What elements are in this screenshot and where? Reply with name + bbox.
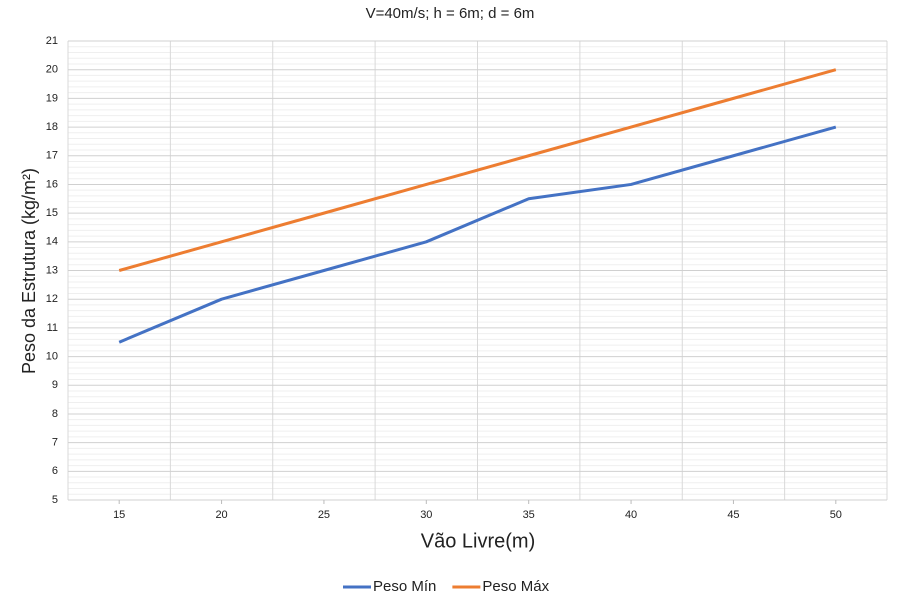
x-tick-label: 30 xyxy=(420,509,432,521)
x-tick-label: 20 xyxy=(215,509,227,521)
legend-label: Peso Máx xyxy=(482,578,549,595)
legend-label: Peso Mín xyxy=(373,578,436,595)
y-tick-label: 5 xyxy=(52,494,58,506)
y-tick-label: 9 xyxy=(52,379,58,391)
y-tick-label: 13 xyxy=(46,264,58,276)
y-axis-label: Peso da Estrutura (kg/m²) xyxy=(19,168,39,374)
y-tick-label: 10 xyxy=(46,350,58,362)
y-tick-label: 7 xyxy=(52,437,58,449)
line-series xyxy=(118,68,837,272)
y-tick-label: 16 xyxy=(46,178,58,190)
y-tick-label: 12 xyxy=(46,293,58,305)
y-tick-label: 11 xyxy=(47,322,58,334)
y-tick-label: 20 xyxy=(46,64,58,76)
y-tick-label: 14 xyxy=(46,236,58,248)
x-tick-label: 15 xyxy=(113,509,125,521)
x-tick-label: 45 xyxy=(727,509,739,521)
y-tick-label: 8 xyxy=(52,408,58,420)
y-tick-label: 15 xyxy=(46,207,58,219)
y-tick-label: 21 xyxy=(46,35,58,47)
x-tick-label: 50 xyxy=(830,509,842,521)
y-tick-label: 18 xyxy=(46,121,58,133)
y-tick-label: 6 xyxy=(52,465,58,477)
x-axis-label: Vão Livre(m) xyxy=(421,530,535,552)
x-tick-label: 40 xyxy=(625,509,637,521)
line-series xyxy=(118,125,837,344)
y-tick-label: 17 xyxy=(46,150,58,162)
chart-title: V=40m/s; h = 6m; d = 6m xyxy=(366,5,535,22)
x-tick-label: 35 xyxy=(523,509,535,521)
y-tick-label: 19 xyxy=(46,92,58,104)
x-tick-label: 25 xyxy=(318,509,330,521)
